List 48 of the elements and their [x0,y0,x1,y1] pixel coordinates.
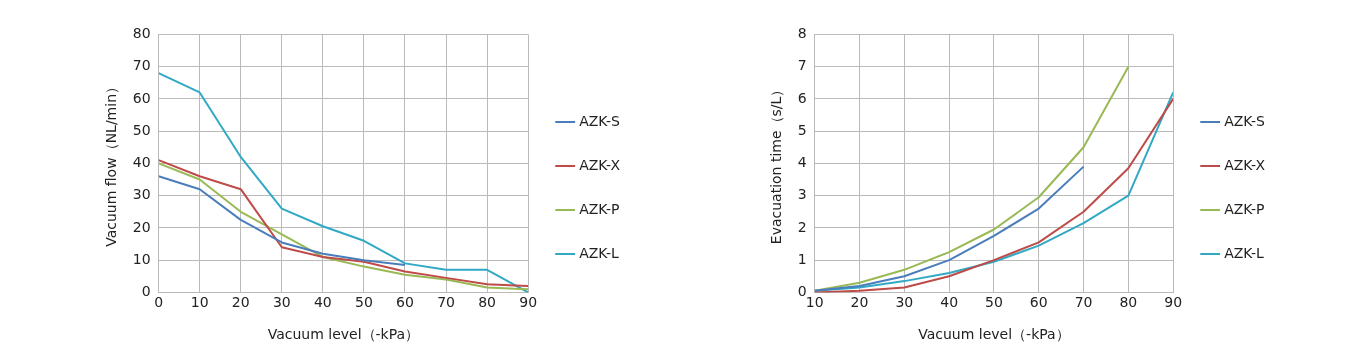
x-tick-label: 30 [895,294,914,311]
y-tick-label: 8 [797,25,807,42]
x-tick-label: 10 [190,294,209,311]
y-tick-label: 6 [797,89,807,106]
legend-label: AZK-L [1224,244,1265,261]
x-tick-label: 50 [985,294,1003,311]
legend-label: AZK-X [579,156,621,173]
x-tick-label: 70 [1074,294,1093,311]
legend-label: AZK-P [1224,200,1265,217]
x-tick-label: 90 [519,294,538,311]
x-tick-label: 80 [1119,294,1138,311]
y-tick-label: 70 [132,57,151,74]
y-axis-title: Evacuation time（s/L） [768,82,785,245]
y-tick-label: 60 [132,89,151,106]
x-tick-label: 20 [850,294,869,311]
y-tick-label: 1 [797,250,807,267]
x-tick-label: 80 [478,294,497,311]
y-tick-label: 4 [797,154,807,171]
x-tick-label: 60 [1029,294,1048,311]
x-tick-label: 0 [154,294,164,311]
y-axis-title: Vacuum flow（NL/min） [103,79,120,247]
legend-label: AZK-S [579,112,621,129]
y-tick-label: 7 [797,57,807,74]
legend-label: AZK-L [579,244,620,261]
x-tick-label: 20 [231,294,250,311]
legend-label: AZK-P [579,200,620,217]
x-axis-title: Vacuum level（-kPa） [267,326,420,343]
x-tick-label: 90 [1164,294,1183,311]
y-tick-label: 80 [132,25,151,42]
y-tick-label: 5 [797,121,807,138]
legend-label: AZK-S [1224,112,1266,129]
y-tick-label: 3 [797,186,807,203]
x-tick-label: 40 [940,294,959,311]
legend-label: AZK-X [1224,156,1266,173]
x-tick-label: 30 [272,294,291,311]
x-axis-title: Vacuum level（-kPa） [918,326,1070,343]
x-tick-label: 70 [437,294,455,311]
x-tick-label: 40 [313,294,332,311]
x-tick-label: 50 [355,294,373,311]
y-tick-label: 10 [132,250,151,267]
y-tick-label: 50 [132,121,151,138]
y-tick-label: 2 [797,218,807,235]
y-tick-label: 40 [132,154,151,171]
y-tick-label: 20 [132,218,151,235]
y-tick-label: 30 [132,186,151,203]
y-tick-label: 0 [141,283,151,300]
x-tick-label: 60 [396,294,414,311]
y-tick-label: 0 [797,283,807,300]
